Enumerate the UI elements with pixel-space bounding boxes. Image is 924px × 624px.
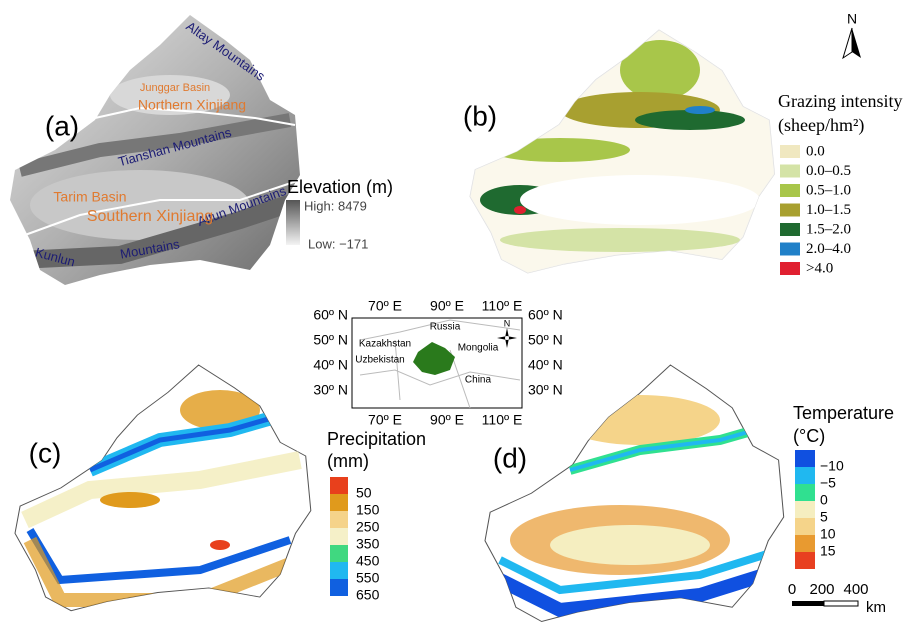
legend-label: −5 bbox=[820, 475, 836, 491]
legend-label: 1.0–1.5 bbox=[806, 202, 851, 218]
legend-label: 0.0 bbox=[806, 143, 825, 159]
scale-bar bbox=[792, 601, 824, 606]
legend-label: Low: −171 bbox=[308, 236, 368, 251]
legend-swatch bbox=[780, 165, 800, 178]
lon-label: 110º E bbox=[482, 298, 523, 314]
panel-label: (c) bbox=[29, 437, 62, 468]
lat-label: 60º N bbox=[313, 307, 348, 323]
north-label: N bbox=[847, 11, 857, 27]
lat-label: 60º N bbox=[528, 307, 563, 323]
scale-label: 0 bbox=[788, 581, 796, 598]
scale-label: 400 bbox=[843, 581, 868, 598]
legend-label: High: 8479 bbox=[304, 198, 367, 213]
region-label: Southern Xinjiang bbox=[87, 208, 213, 225]
legend-swatch bbox=[330, 494, 348, 511]
legend-label: >4.0 bbox=[806, 260, 833, 276]
country-label: Mongolia bbox=[458, 343, 499, 354]
legend-swatch bbox=[780, 243, 800, 256]
region-label: Junggar Basin bbox=[140, 82, 210, 94]
legend-label: 150 bbox=[356, 502, 380, 518]
region-label: Tarim Basin bbox=[53, 189, 126, 205]
legend-swatch bbox=[330, 545, 348, 562]
legend-label: 2.0–4.0 bbox=[806, 241, 851, 257]
legend-swatch bbox=[780, 184, 800, 197]
legend-title: Grazing intensity bbox=[778, 91, 902, 111]
legend-swatch bbox=[330, 562, 348, 579]
legend-title: Precipitation bbox=[327, 429, 426, 449]
panel-label: (b) bbox=[463, 100, 497, 131]
lat-label: 30º N bbox=[528, 382, 563, 398]
legend-swatch bbox=[330, 511, 348, 528]
legend-swatch bbox=[780, 223, 800, 236]
legend-label: 0 bbox=[820, 492, 828, 508]
legend-swatch bbox=[795, 535, 815, 552]
legend-title: (mm) bbox=[327, 451, 369, 471]
lon-label: 110º E bbox=[482, 412, 523, 428]
legend-label: 350 bbox=[356, 536, 380, 552]
lat-label: 50º N bbox=[313, 332, 348, 348]
legend-label: 250 bbox=[356, 519, 380, 535]
legend-label: 50 bbox=[356, 485, 372, 501]
region-label: Northern Xinjiang bbox=[138, 97, 246, 113]
elevation-bar bbox=[286, 200, 300, 245]
legend-swatch bbox=[795, 467, 815, 484]
legend-label: −10 bbox=[820, 458, 844, 474]
legend-swatch bbox=[330, 528, 348, 545]
legend-label: 15 bbox=[820, 543, 836, 559]
legend-label: 0.5–1.0 bbox=[806, 182, 851, 198]
panel-a: (a) Altay Mountains Tianshan Mountains A… bbox=[10, 15, 393, 285]
legend-swatch bbox=[780, 204, 800, 217]
legend-label: 5 bbox=[820, 509, 828, 525]
legend-label: 1.5–2.0 bbox=[806, 221, 851, 237]
legend-swatch bbox=[795, 484, 815, 501]
lat-label: 40º N bbox=[313, 357, 348, 373]
lat-label: 50º N bbox=[528, 332, 563, 348]
panel-b: (b) N Grazing intensity (sheep/hm²) 0.0 0… bbox=[463, 11, 903, 280]
panel-label: (a) bbox=[45, 110, 79, 141]
legend-label: 0.0–0.5 bbox=[806, 163, 851, 179]
legend-swatch bbox=[795, 450, 815, 467]
country-label: Uzbekistan bbox=[355, 355, 404, 366]
legend-title: (sheep/hm²) bbox=[778, 115, 864, 136]
legend-title: Elevation (m) bbox=[287, 177, 393, 197]
inset-map: 70º E 70º E 90º E 90º E 110º E 110º E 60º N 60º… bbox=[313, 298, 562, 428]
legend-swatch bbox=[330, 579, 348, 596]
country-label: Russia bbox=[430, 322, 461, 333]
lon-label: 90º E bbox=[430, 298, 464, 314]
legend-title: Temperature bbox=[793, 403, 894, 423]
legend-swatch bbox=[330, 477, 348, 494]
legend-label: 450 bbox=[356, 553, 380, 569]
legend-swatch bbox=[780, 145, 800, 158]
lon-label: 70º E bbox=[368, 412, 402, 428]
legend-swatch bbox=[780, 262, 800, 275]
lon-label: 90º E bbox=[430, 412, 464, 428]
legend-label: 550 bbox=[356, 570, 380, 586]
north-label: N bbox=[504, 318, 511, 328]
scale-label: km bbox=[866, 599, 886, 616]
scale-label: 200 bbox=[809, 581, 834, 598]
lat-label: 40º N bbox=[528, 357, 563, 373]
country-label: China bbox=[465, 375, 492, 386]
legend-swatch bbox=[795, 518, 815, 535]
legend-label: 650 bbox=[356, 587, 380, 603]
lat-label: 30º N bbox=[313, 382, 348, 398]
lon-label: 70º E bbox=[368, 298, 402, 314]
legend-title: (°C) bbox=[793, 426, 825, 446]
legend-label: 10 bbox=[820, 526, 836, 542]
panel-label: (d) bbox=[493, 442, 527, 473]
country-label: Kazakhstan bbox=[359, 339, 411, 350]
legend-swatch bbox=[795, 552, 815, 569]
figure: (a) Altay Mountains Tianshan Mountains A… bbox=[0, 0, 924, 624]
legend-swatch bbox=[795, 501, 815, 518]
scale-bar bbox=[824, 601, 858, 606]
